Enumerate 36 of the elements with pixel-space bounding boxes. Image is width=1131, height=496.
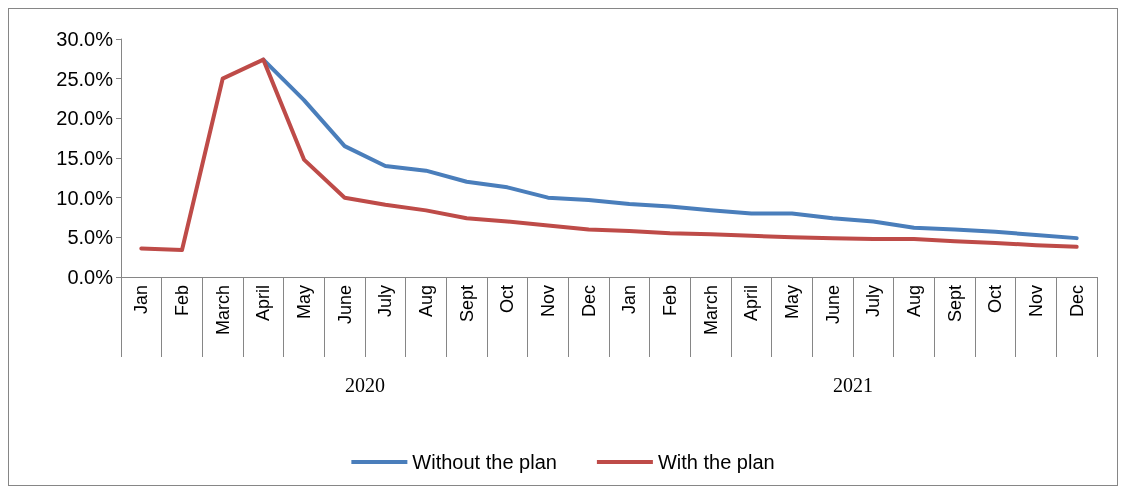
y-tick-label: 10.0% — [56, 186, 114, 209]
x-tick-label: July — [375, 285, 396, 318]
x-tick-label: May — [294, 285, 314, 320]
x-tick-label: July — [863, 285, 884, 318]
x-tick-label: Sept — [456, 285, 477, 323]
x-tick-label: Dec — [578, 285, 599, 318]
x-tick-label: Oct — [985, 285, 1006, 314]
x-tick-label: Feb — [660, 285, 680, 317]
x-tick-label: March — [700, 285, 721, 336]
x-tick-label: April — [741, 285, 762, 322]
x-tick-label: Jan — [619, 285, 640, 315]
y-tick-label: 20.0% — [56, 107, 114, 130]
x-tick-label: Aug — [904, 285, 924, 318]
text: 2020 — [345, 374, 385, 396]
legend-label: Without the plan — [412, 451, 557, 473]
y-tick-label: 0.0% — [67, 266, 114, 288]
x-tick-label: March — [212, 285, 233, 336]
x-tick-label: June — [334, 285, 355, 325]
y-tick-label: 25.0% — [56, 67, 114, 90]
x-tick-label: Aug — [416, 285, 436, 318]
y-tick-label: 5.0% — [67, 226, 114, 249]
line-series — [139, 57, 1079, 253]
x-tick-label: June — [822, 285, 843, 325]
x-tick-label: April — [253, 285, 274, 322]
x-tick-label: Oct — [497, 285, 518, 314]
x-tick-label: Nov — [538, 285, 558, 318]
y-tick-label: 30.0% — [56, 28, 114, 50]
legend-label: With the plan — [657, 451, 775, 473]
text: 2021 — [833, 374, 873, 396]
x-tick-label: Nov — [1026, 285, 1046, 318]
x-tick-label: Dec — [1066, 285, 1087, 318]
x-tick-label: Feb — [172, 285, 192, 317]
x-tick-label: Jan — [131, 285, 152, 315]
x-tick-label: May — [782, 285, 802, 320]
y-tick-label: 15.0% — [56, 147, 114, 169]
x-tick-label: Sept — [944, 285, 965, 323]
